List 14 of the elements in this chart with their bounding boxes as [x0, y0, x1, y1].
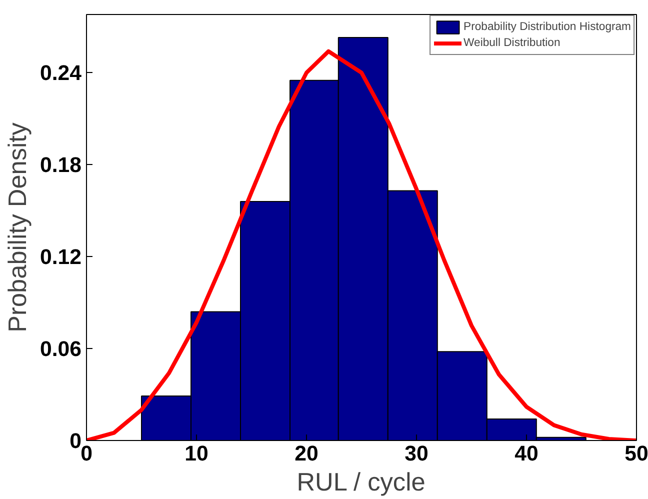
y-tick-label: 0.06	[40, 337, 82, 362]
legend-label: Weibull Distribution	[464, 36, 560, 51]
y-tick-label: 0.24	[40, 61, 82, 86]
y-tick-label: 0.18	[40, 153, 82, 178]
legend-label: Probability Distribution Histogram	[464, 20, 631, 35]
x-tick-label: 50	[624, 442, 648, 466]
x-axis-title: RUL / cycle	[296, 468, 426, 496]
x-tick-label: 20	[294, 442, 318, 466]
x-tick-label: 10	[184, 442, 208, 466]
x-tick-label: 30	[404, 442, 428, 466]
y-tick-label: 0.12	[40, 245, 82, 270]
x-tick-label: 40	[514, 442, 538, 466]
y-axis-title: Probability Density	[4, 122, 32, 332]
line-series	[86, 49, 636, 440]
